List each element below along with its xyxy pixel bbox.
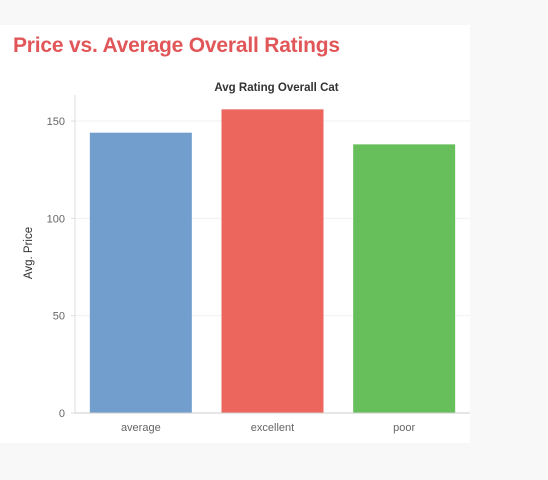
bar-poor[interactable] bbox=[353, 144, 456, 413]
x-category-label: average bbox=[121, 422, 161, 434]
column-header: Avg Rating Overall Cat bbox=[214, 82, 338, 94]
x-category-label: excellent bbox=[251, 422, 294, 434]
bar-average[interactable] bbox=[89, 132, 192, 413]
y-tick-label: 0 bbox=[59, 408, 65, 420]
y-tick-label: 150 bbox=[47, 116, 65, 128]
y-tick-labels: 0 50 100 150 bbox=[47, 116, 65, 420]
axes bbox=[74, 95, 470, 414]
x-category-label: poor bbox=[393, 422, 415, 434]
y-axis-title: Avg. Price bbox=[23, 227, 35, 279]
bars bbox=[89, 109, 456, 414]
y-tick-label: 100 bbox=[47, 213, 65, 225]
y-tick-label: 50 bbox=[53, 311, 65, 323]
dashboard-title: Price vs. Average Overall Ratings bbox=[13, 34, 340, 57]
bar-excellent[interactable] bbox=[221, 109, 324, 414]
x-category-labels: average excellent poor bbox=[121, 422, 416, 434]
